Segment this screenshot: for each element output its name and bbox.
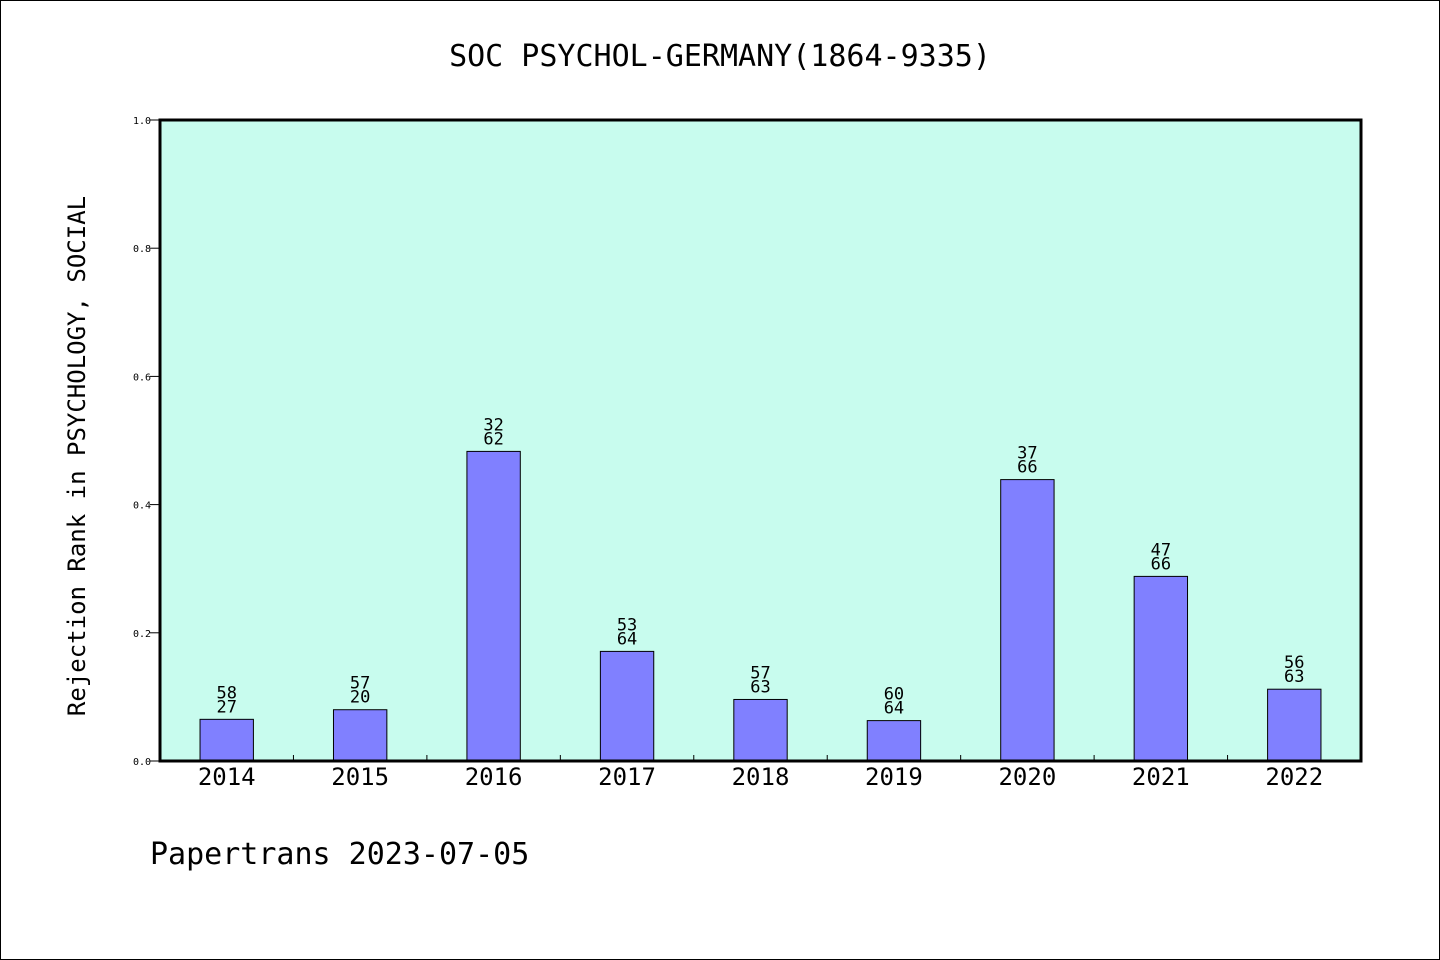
- y-tick-label: 0.4: [133, 501, 151, 512]
- bar-label-top-2016: 32: [483, 415, 503, 435]
- y-axis: 0.0 0.2 0.4 0.6 0.8 1.0: [133, 116, 160, 768]
- bar-2019: [866, 720, 922, 762]
- y-tick-label: 0.6: [133, 372, 151, 383]
- bar-2018: [733, 698, 788, 762]
- x-tick-label-2020: 2020: [998, 763, 1056, 791]
- y-tick-label: 0.2: [133, 629, 151, 640]
- x-axis: 2014 2015 2016 2017 2018 2019 2020 2021 2022: [198, 755, 1323, 791]
- bar-label-bottom-2017: 64: [617, 629, 637, 649]
- x-tick-label-2015: 2015: [331, 763, 389, 791]
- bar-label-top-2021: 47: [1151, 540, 1171, 560]
- y-tick-label: 0.8: [133, 244, 151, 255]
- bar-label-bottom-2015: 20: [350, 688, 370, 708]
- bar-label-top-2022: 56: [1284, 653, 1304, 673]
- x-tick-label-2022: 2022: [1265, 763, 1323, 791]
- x-tick-label-2018: 2018: [732, 763, 790, 791]
- x-tick-label-2016: 2016: [465, 763, 523, 791]
- bar-2017: [599, 650, 655, 762]
- x-tick-label-2021: 2021: [1132, 763, 1190, 791]
- bar-label-top-2020: 37: [1017, 444, 1037, 464]
- bar-label-top-2014: 58: [216, 683, 236, 703]
- y-tick-label: 1.0: [133, 116, 151, 127]
- bar-label-top-2015: 57: [350, 674, 370, 694]
- bar-label-top-2018: 57: [750, 663, 770, 683]
- bar-label-bottom-2021: 66: [1151, 554, 1171, 574]
- bar-label-bottom-2014: 27: [216, 697, 236, 717]
- x-tick-label-2017: 2017: [598, 763, 656, 791]
- bar-2016: [466, 450, 521, 762]
- x-tick-label-2014: 2014: [198, 763, 256, 791]
- bar-label-bottom-2020: 66: [1017, 458, 1037, 478]
- footer-text: Papertrans 2023-07-05: [150, 837, 529, 872]
- bar-2021: [1133, 575, 1189, 762]
- bar-label-bottom-2016: 62: [483, 429, 503, 449]
- bar-label-bottom-2022: 63: [1284, 667, 1304, 687]
- x-tick-label-2019: 2019: [865, 763, 923, 791]
- bar-label-top-2017: 53: [617, 615, 637, 635]
- bar-2020: [1000, 479, 1055, 762]
- bar-label-bottom-2018: 63: [750, 677, 770, 697]
- y-axis-label: Rejection Rank in PSYCHOLOGY, SOCIAL: [63, 196, 91, 716]
- plot-border: [158, 118, 1363, 763]
- bar-2014: [199, 718, 254, 762]
- chart-title: SOC PSYCHOL-GERMANY(1864-9335): [449, 39, 991, 74]
- bar-2022: [1267, 688, 1322, 762]
- bar-label-top-2019: 60: [884, 685, 904, 705]
- bar-2015: [332, 709, 388, 762]
- y-tick-label: 0.0: [133, 757, 151, 768]
- bar-label-bottom-2019: 64: [884, 699, 904, 719]
